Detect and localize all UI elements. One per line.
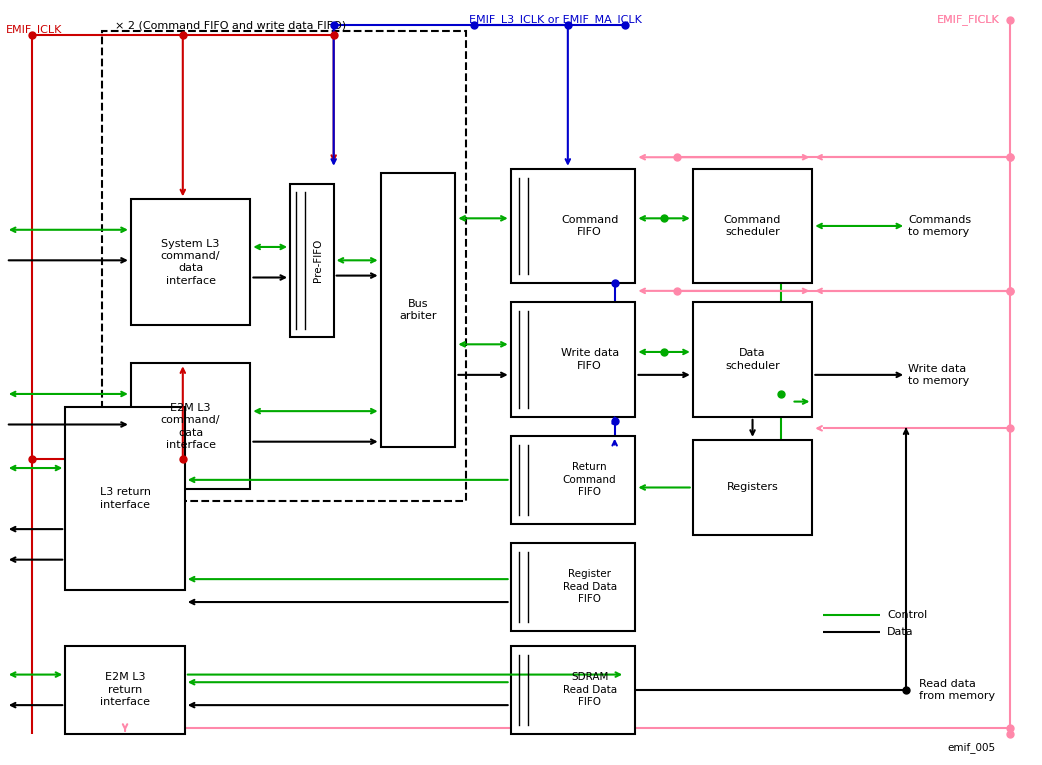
Bar [511, 436, 636, 524]
Text: Commands
to memory: Commands to memory [909, 215, 971, 236]
Text: L3 return
interface: L3 return interface [100, 487, 150, 509]
Text: E2M L3
command/
data
interface: E2M L3 command/ data interface [160, 403, 220, 450]
Text: Command
scheduler: Command scheduler [724, 215, 782, 237]
Bar [66, 646, 184, 734]
Text: EMIF_ICLK: EMIF_ICLK [6, 24, 63, 35]
Bar [380, 172, 455, 448]
Text: Control: Control [888, 610, 927, 620]
Bar [66, 407, 184, 591]
Text: EMIF_L3_ICLK or EMIF_MA_ICLK: EMIF_L3_ICLK or EMIF_MA_ICLK [469, 15, 642, 25]
Bar [130, 363, 250, 490]
Text: Data
scheduler: Data scheduler [725, 348, 779, 371]
Bar [511, 169, 636, 283]
Bar [693, 440, 813, 536]
Text: × 2 (Command FIFO and write data FIFO): × 2 (Command FIFO and write data FIFO) [116, 20, 346, 30]
Bar [511, 302, 636, 417]
Text: System L3
command/
data
interface: System L3 command/ data interface [160, 239, 220, 286]
Text: Data: Data [888, 627, 914, 637]
Text: Read data
from memory: Read data from memory [918, 679, 995, 701]
Text: Pre-FIFO: Pre-FIFO [314, 239, 323, 282]
Bar [693, 302, 813, 417]
Text: Register
Read Data
FIFO: Register Read Data FIFO [563, 569, 617, 604]
Text: emif_005: emif_005 [947, 743, 996, 754]
Text: Write data
to memory: Write data to memory [909, 364, 969, 386]
Text: Write data
FIFO: Write data FIFO [561, 348, 619, 371]
Text: E2M L3
return
interface: E2M L3 return interface [100, 672, 150, 708]
Text: Registers: Registers [726, 483, 778, 493]
Text: Bus
arbiter: Bus arbiter [399, 299, 437, 321]
Bar [693, 169, 813, 283]
Text: EMIF_FICLK: EMIF_FICLK [937, 15, 1000, 25]
Bar [290, 184, 333, 337]
Text: Command
FIFO: Command FIFO [561, 215, 618, 237]
Text: EMIF_FICLK: EMIF_FICLK [937, 15, 1000, 25]
Text: SDRAM
Read Data
FIFO: SDRAM Read Data FIFO [563, 672, 617, 708]
Bar [102, 31, 466, 501]
Bar [511, 646, 636, 734]
Text: Return
Command
FIFO: Return Command FIFO [563, 463, 617, 497]
Bar [130, 199, 250, 325]
Bar [511, 543, 636, 630]
